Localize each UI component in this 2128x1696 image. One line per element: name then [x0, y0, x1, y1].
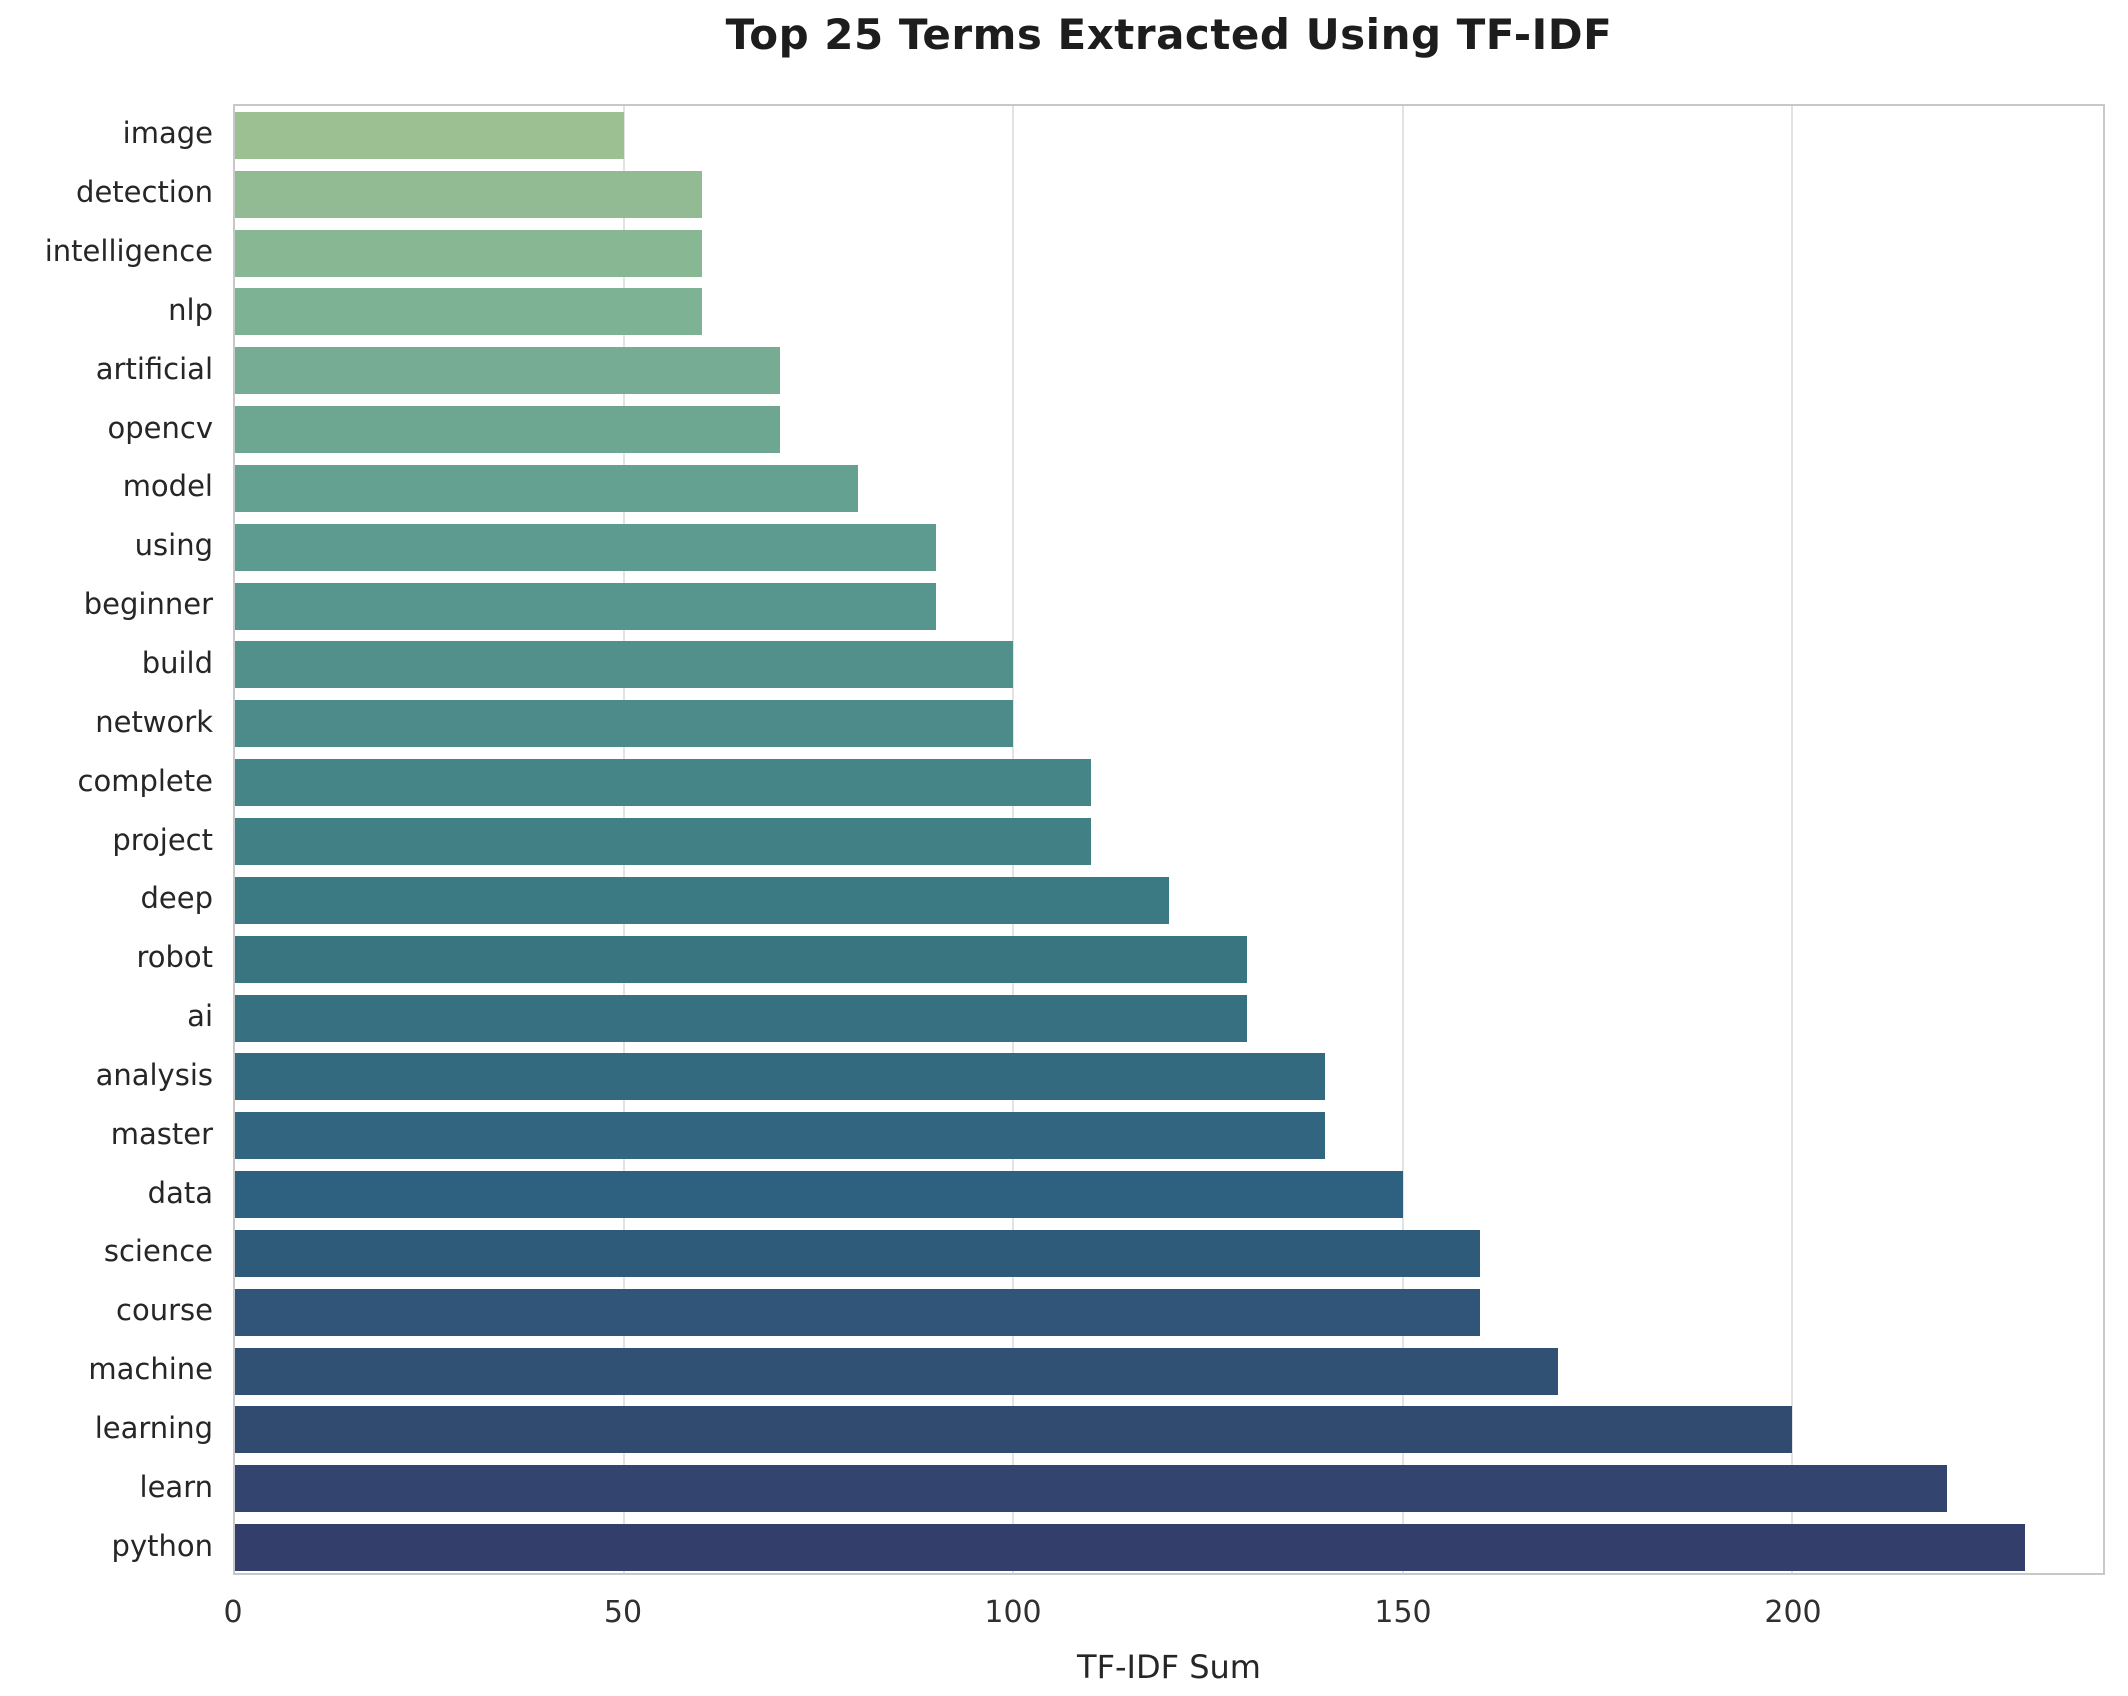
- chart-title: Top 25 Terms Extracted Using TF-IDF: [725, 10, 1613, 59]
- bar-detection: [235, 170, 702, 218]
- bar-data: [235, 1171, 1403, 1219]
- y-tick-label: ai: [187, 999, 213, 1034]
- bar-model: [235, 464, 858, 512]
- x-tick-label: 150: [1374, 1595, 1432, 1630]
- y-tick-label: image: [122, 116, 213, 151]
- x-axis-label: TF-IDF Sum: [1077, 1648, 1261, 1686]
- bar-using: [235, 523, 936, 571]
- y-tick-label: data: [147, 1175, 213, 1210]
- bar-learning: [235, 1406, 1792, 1454]
- y-tick-label: detection: [76, 175, 213, 210]
- y-tick-label: deep: [140, 881, 214, 916]
- x-tick-label: 50: [603, 1595, 643, 1630]
- y-tick-label: complete: [77, 763, 213, 798]
- bar-network: [235, 700, 1014, 748]
- y-tick-label: using: [134, 528, 213, 563]
- bar-ai: [235, 994, 1247, 1042]
- y-tick-label: robot: [136, 940, 213, 975]
- y-tick-label: learning: [94, 1410, 213, 1445]
- y-tick-label: python: [111, 1528, 213, 1563]
- y-tick-label: model: [122, 469, 213, 504]
- x-axis-tick-labels: 0 50 100 150 200: [223, 1595, 2105, 1638]
- bar-intelligence: [235, 229, 702, 277]
- bar-robot: [235, 935, 1247, 983]
- y-tick-label: course: [116, 1293, 213, 1328]
- x-tick-label: 200: [1764, 1595, 1822, 1630]
- bar-python: [235, 1524, 2026, 1572]
- y-tick-label: beginner: [83, 587, 213, 622]
- bar-master: [235, 1112, 1325, 1160]
- bar-complete: [235, 759, 1092, 807]
- y-tick-label: nlp: [168, 292, 213, 327]
- bar-nlp: [235, 288, 702, 336]
- bar-science: [235, 1229, 1481, 1277]
- y-tick-label: network: [95, 704, 213, 739]
- bar-analysis: [235, 1053, 1325, 1101]
- y-tick-label: analysis: [95, 1057, 213, 1092]
- y-tick-label: master: [110, 1116, 213, 1151]
- x-tick-label: 100: [984, 1595, 1042, 1630]
- bar-beginner: [235, 582, 936, 630]
- bar-machine: [235, 1347, 1559, 1395]
- y-tick-label: artificial: [95, 351, 213, 386]
- bar-project: [235, 818, 1092, 865]
- bar-artificial: [235, 347, 780, 395]
- x-tick-label: 0: [223, 1595, 243, 1630]
- bar-learn: [235, 1465, 1948, 1513]
- y-tick-label: intelligence: [44, 234, 213, 269]
- y-tick-label: opencv: [107, 410, 213, 445]
- gridline: [1790, 106, 1793, 1573]
- y-tick-label: science: [103, 1234, 213, 1269]
- gridline: [1401, 106, 1404, 1573]
- bar-deep: [235, 876, 1169, 924]
- bar-opencv: [235, 406, 780, 454]
- plot-area: [233, 104, 2105, 1575]
- bar-build: [235, 641, 1014, 689]
- y-tick-label: build: [141, 645, 213, 680]
- y-axis-tick-labels: image detection intelligence nlp artificial o…: [0, 104, 213, 1575]
- y-tick-label: machine: [88, 1352, 213, 1387]
- bar-image: [235, 111, 625, 159]
- y-tick-label: project: [112, 822, 213, 857]
- y-tick-label: learn: [139, 1469, 213, 1504]
- bar-course: [235, 1288, 1481, 1336]
